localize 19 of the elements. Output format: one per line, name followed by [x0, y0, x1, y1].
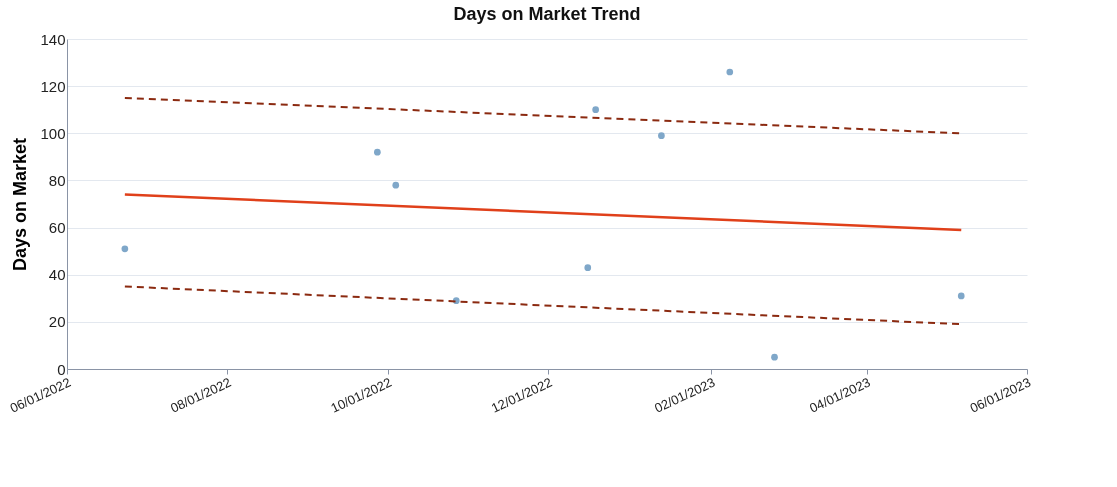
chart-title: Days on Market Trend — [453, 4, 641, 24]
y-tick-label: 0 — [57, 360, 66, 378]
point — [392, 181, 400, 189]
point — [726, 68, 734, 76]
y-tick-label: 140 — [40, 30, 66, 48]
point — [592, 106, 600, 114]
point — [374, 148, 381, 156]
point — [771, 353, 778, 361]
point — [957, 292, 965, 300]
y-tick-label: 20 — [48, 313, 66, 331]
point — [121, 245, 129, 253]
y-tick-label: 80 — [48, 171, 66, 189]
y-tick-label: 40 — [48, 266, 66, 284]
point — [658, 132, 665, 139]
y-tick-label: 100 — [40, 124, 66, 142]
y-tick-label: 120 — [40, 77, 66, 95]
point — [584, 264, 592, 271]
y-tick-label: 60 — [48, 219, 66, 237]
y-axis-title: Days on Market — [10, 137, 31, 272]
